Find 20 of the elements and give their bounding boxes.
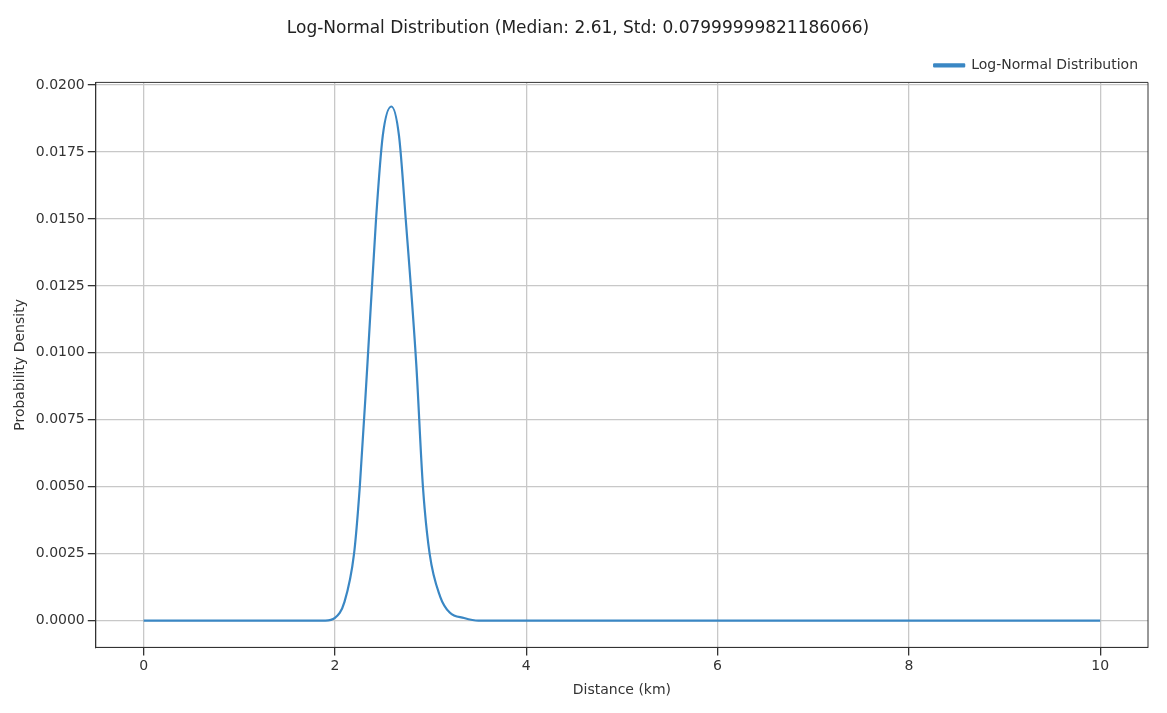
x-tick-label: 0 xyxy=(139,657,149,674)
y-tick-label: 0.0200 xyxy=(35,75,85,92)
legend-label: Log-Normal Distribution xyxy=(971,56,1139,73)
y-tick-label: 0.0025 xyxy=(35,544,85,561)
x-tick-label: 10 xyxy=(1091,657,1110,674)
y-tick-label: 0.0100 xyxy=(35,343,85,360)
y-tick-label: 0.0125 xyxy=(35,276,85,293)
line-series xyxy=(142,105,1102,622)
chart-title: Log-Normal Distribution (Median: 2.61, Std: 0.07999999821186066) xyxy=(286,16,870,37)
x-tick-label: 6 xyxy=(713,657,723,674)
x-tick-label: 4 xyxy=(521,657,531,674)
y-tick-label: 0.0000 xyxy=(35,611,85,628)
y-tick-label: 0.0050 xyxy=(35,477,85,494)
y-tick-label: 0.0150 xyxy=(35,209,85,226)
y-tick-label: 0.0175 xyxy=(35,142,85,159)
x-axis-title: Distance (km) xyxy=(572,681,672,698)
y-axis-title: Probability Density xyxy=(11,299,28,431)
x-tick-label: 8 xyxy=(904,657,914,674)
y-tick-label: 0.0075 xyxy=(35,410,85,427)
x-tick-label: 2 xyxy=(330,657,340,674)
